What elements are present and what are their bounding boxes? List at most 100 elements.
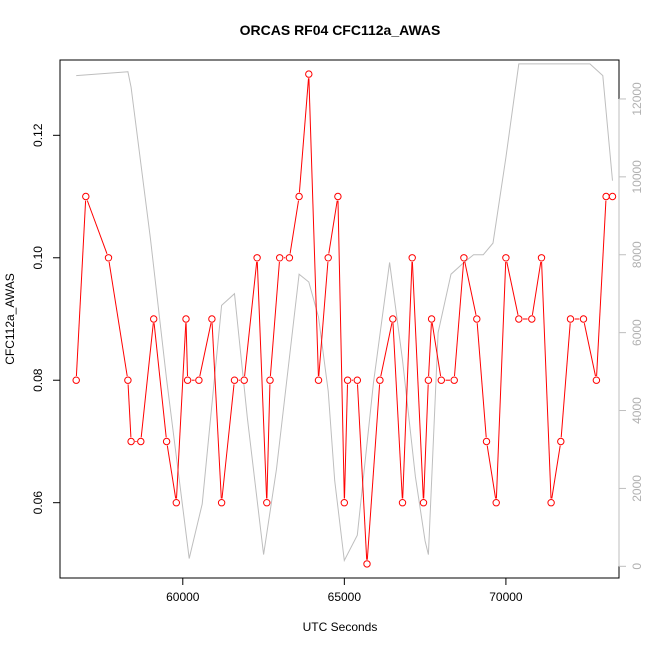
data-point	[127, 437, 135, 446]
data-point	[427, 315, 436, 323]
primary-series-segment	[108, 261, 128, 377]
data-point	[208, 315, 216, 323]
primary-points-layer	[72, 70, 617, 568]
primary-series-segment	[506, 261, 519, 316]
primary-series-segment	[211, 323, 222, 499]
data-point	[608, 192, 617, 201]
chart-title: ORCAS RF04 CFC112a_AWAS	[240, 22, 441, 38]
y-axis-label: CFC112a_AWAS	[3, 273, 17, 365]
primary-series-segment	[431, 323, 442, 377]
primary-series-segment	[551, 445, 561, 499]
data-point	[566, 315, 575, 323]
primary-series-segment	[411, 261, 424, 499]
data-point	[104, 254, 113, 262]
x-tick-label: 70000	[489, 590, 523, 604]
data-point	[305, 70, 313, 78]
data-point	[450, 376, 458, 384]
data-point	[473, 315, 481, 323]
y-tick-label: 0.06	[31, 491, 45, 515]
data-point	[195, 376, 203, 384]
x-axis: 60000 65000 70000	[166, 577, 523, 604]
data-point	[602, 192, 610, 201]
primary-series-segment	[176, 323, 187, 499]
primary-series-segment	[541, 261, 552, 499]
data-point	[137, 437, 145, 446]
primary-series-segment	[486, 445, 497, 499]
data-point	[162, 437, 171, 446]
data-point	[482, 437, 491, 446]
data-point	[182, 315, 190, 323]
primary-series-segment	[344, 384, 348, 499]
primary-series-segment	[140, 323, 154, 438]
data-point	[528, 315, 536, 323]
data-point	[389, 315, 397, 323]
data-point	[419, 499, 428, 507]
data-point	[398, 499, 407, 507]
y-tick-label: 0.08	[31, 368, 45, 392]
primary-series-segment	[153, 323, 167, 438]
primary-series-segment	[328, 200, 338, 254]
primary-series-segment	[308, 78, 319, 377]
primary-series-segment	[357, 384, 368, 560]
y-tick-label: 0.10	[31, 246, 45, 270]
data-point	[172, 499, 181, 507]
data-point	[314, 376, 323, 384]
primary-series-segment	[256, 261, 268, 499]
data-point	[492, 499, 500, 507]
x-axis-label: UTC Seconds	[303, 620, 378, 634]
primary-series-segment	[86, 200, 108, 254]
data-point	[515, 315, 523, 323]
primary-series-segment	[402, 261, 413, 499]
primary-series-segment	[423, 384, 429, 499]
y2-tick-label: 8000	[630, 241, 644, 268]
data-point	[437, 376, 445, 384]
y-axis-right: 0 2000 4000 6000 8000 10000 12000	[618, 82, 644, 570]
primary-series-segment	[454, 261, 465, 377]
primary-series-segment	[244, 261, 258, 377]
data-point	[343, 376, 352, 384]
data-point	[460, 254, 468, 262]
primary-series-segment	[298, 78, 309, 193]
primary-series-segment	[199, 322, 212, 377]
primary-series-segment	[266, 384, 271, 499]
data-point	[408, 254, 416, 262]
data-point	[217, 499, 226, 507]
y-tick-label: 0.12	[31, 123, 45, 147]
primary-series-segment	[428, 323, 432, 377]
primary-series-segment	[531, 261, 542, 315]
secondary-series-layer	[76, 63, 613, 563]
data-point	[183, 376, 192, 384]
data-point	[376, 376, 384, 384]
primary-series-segment	[75, 200, 87, 377]
primary-series-segment	[366, 384, 381, 560]
primary-series-segment	[289, 200, 299, 254]
y2-tick-label: 2000	[630, 475, 644, 502]
data-point	[353, 376, 361, 384]
primary-series-segment	[495, 261, 507, 499]
data-point	[295, 192, 303, 201]
primary-series-segment	[185, 323, 188, 377]
data-point	[124, 376, 132, 384]
data-point	[557, 437, 565, 446]
y2-tick-label: 10000	[630, 160, 644, 194]
primary-series-segment	[392, 323, 403, 499]
data-point	[150, 315, 158, 323]
y-axis-left: 0.06 0.08 0.10 0.12	[31, 123, 61, 515]
primary-series-segment	[269, 261, 280, 377]
data-point	[592, 376, 601, 384]
y2-tick-label: 0	[630, 563, 644, 570]
y2-tick-label: 4000	[630, 397, 644, 424]
primary-series-segment	[380, 322, 393, 377]
primary-series-segment	[583, 322, 596, 377]
data-point	[324, 254, 332, 262]
primary-series-layer	[75, 78, 607, 560]
data-point	[340, 499, 348, 507]
primary-series-segment	[127, 384, 132, 438]
data-point	[334, 192, 342, 201]
data-point	[537, 254, 546, 262]
data-point	[72, 376, 80, 384]
data-point	[82, 192, 90, 201]
primary-series-segment	[596, 200, 607, 377]
x-tick-label: 60000	[166, 590, 200, 604]
